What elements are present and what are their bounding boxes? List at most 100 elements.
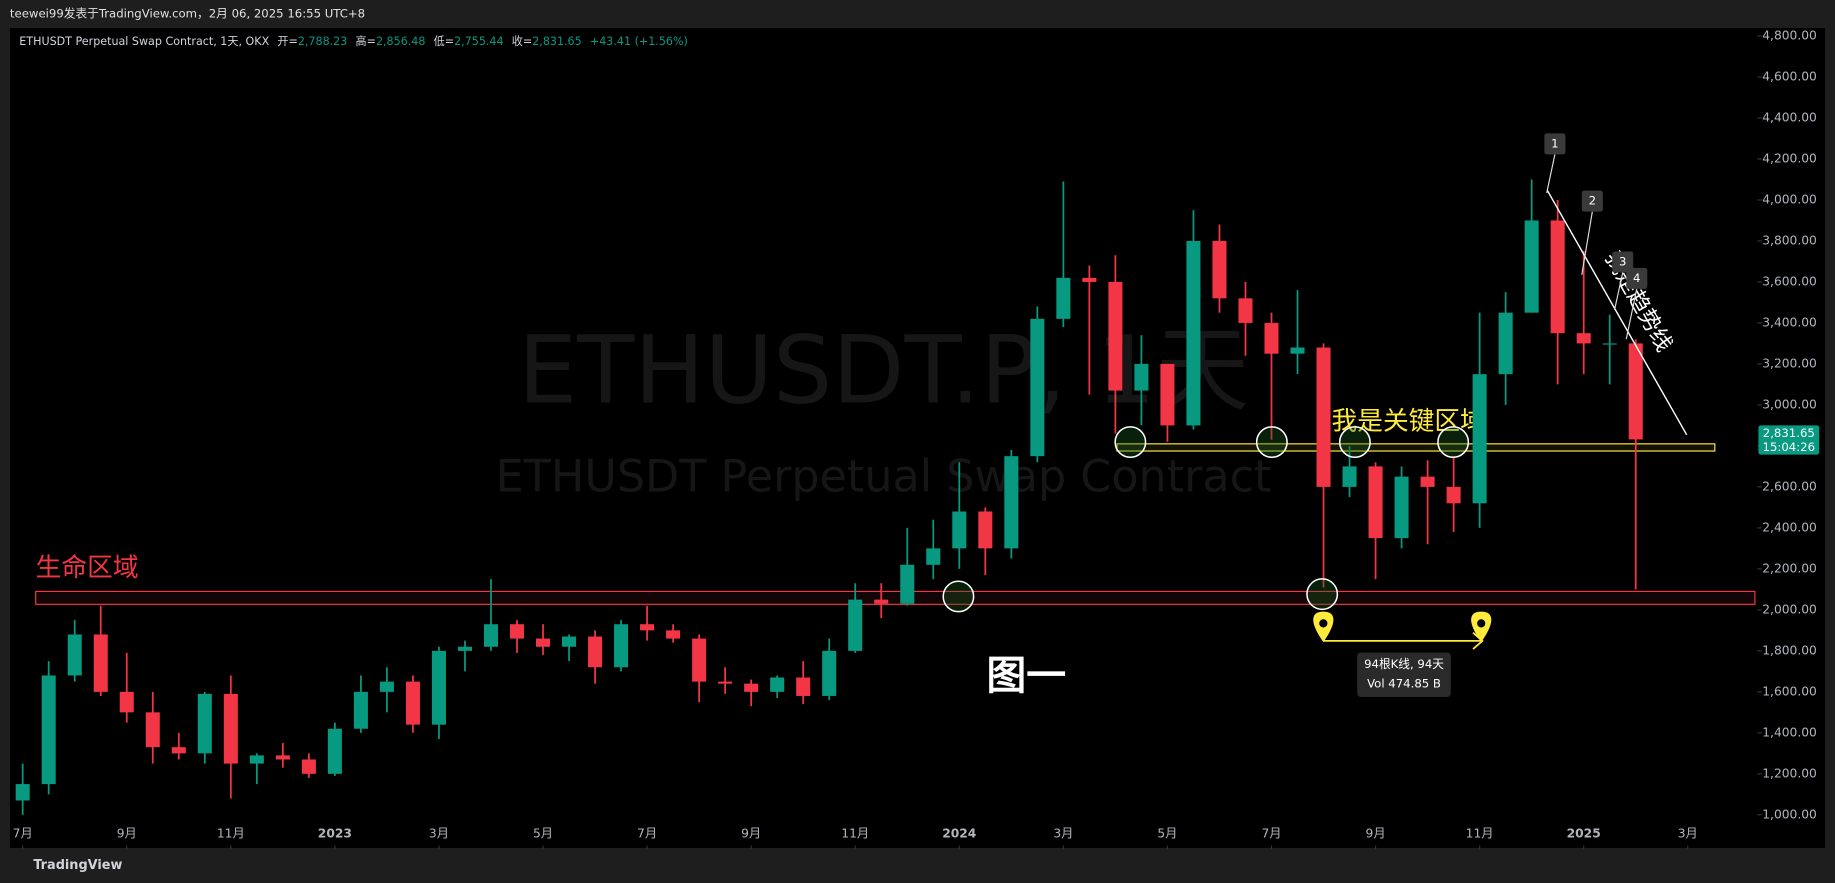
candle-body [796, 677, 811, 696]
x-tick-label: 3月 [1678, 826, 1698, 840]
candle-body [1628, 343, 1643, 440]
measure-arrow [1472, 632, 1484, 650]
close: 2,831.65 [532, 35, 581, 48]
low: 2,755.44 [454, 35, 503, 48]
candle-body [223, 693, 238, 764]
high: 2,856.48 [376, 35, 425, 48]
x-tick-label: 11月 [1466, 826, 1494, 840]
y-tick-label: 4,600.00 [1762, 69, 1817, 83]
candle-body [93, 634, 108, 692]
candle-body [874, 599, 889, 604]
marker-label: 3 [1619, 254, 1626, 268]
candle-body [1342, 466, 1357, 487]
x-tick-label: 5月 [1157, 826, 1177, 840]
zone [1116, 443, 1716, 452]
y-tick-label: 4,000.00 [1762, 192, 1817, 206]
marker-line [1581, 211, 1593, 275]
countdown: 15:04:26 [1763, 440, 1816, 454]
candle-body [1056, 277, 1071, 319]
candle-body [1134, 363, 1149, 391]
y-tick-label: 2,200.00 [1762, 561, 1817, 575]
y-tick-label: 3,400.00 [1762, 315, 1817, 329]
candle-body [1420, 476, 1435, 487]
candle-body [1316, 347, 1331, 487]
y-tick-label: 4,800.00 [1762, 28, 1817, 42]
candle-body [457, 646, 472, 651]
x-tick-label: 7月 [13, 826, 33, 840]
candle-body [770, 677, 785, 692]
candle-body [1082, 277, 1097, 282]
highlight-circle [942, 580, 975, 613]
low-label: 低= [434, 35, 454, 48]
candle-body [1446, 486, 1461, 504]
candle-body [67, 634, 82, 676]
candle-body [536, 638, 551, 647]
measure-box [1357, 652, 1451, 698]
candle-body [1498, 312, 1513, 375]
top-bar: teewei99发表于TradingView.com，2月 06, 2025 1… [10, 7, 365, 21]
y-tick-label: 3,600.00 [1762, 274, 1817, 288]
candle-body [171, 747, 186, 754]
x-tick-label: 11月 [841, 826, 869, 840]
marker-line [1625, 288, 1638, 340]
candle-body [1264, 322, 1279, 354]
candle-body [744, 683, 759, 692]
candle-body [301, 759, 316, 774]
y-tick-label: 4,400.00 [1762, 110, 1817, 124]
marker-line [1613, 272, 1624, 311]
candle-body [1394, 476, 1409, 539]
marker-label: 4 [1633, 271, 1640, 285]
watermark-sub: ETHUSDT Perpetual Swap Contract [496, 452, 1272, 503]
watermark: ETHUSDT.P, 1天 [518, 316, 1249, 425]
candle-body [848, 599, 863, 651]
candle-body [483, 624, 499, 647]
y-tick-label: 3,200.00 [1762, 356, 1817, 370]
x-tick-label: 3月 [1053, 826, 1073, 840]
y-tick-label: 1,600.00 [1762, 684, 1817, 698]
x-tick-label: 9月 [741, 826, 761, 840]
candle-body [1212, 240, 1227, 299]
candle-body [405, 681, 420, 725]
x-tick-label: 11月 [217, 826, 245, 840]
highlight-circle [1114, 426, 1147, 459]
marker-box [1544, 133, 1566, 155]
y-tick-label: 1,800.00 [1762, 643, 1817, 657]
y-tick-label: 2,400.00 [1762, 520, 1817, 534]
marker-box [1581, 190, 1603, 212]
candle-body [718, 681, 733, 684]
price-label-box [1758, 425, 1820, 455]
candle-body [822, 650, 837, 696]
candle-body [41, 675, 56, 785]
zone [35, 590, 1756, 605]
measure-volume: Vol 474.85 B [1367, 677, 1441, 691]
x-tick-label: 2023 [318, 826, 352, 840]
marker-box [1612, 251, 1634, 273]
y-tick-label: 3,000.00 [1762, 397, 1817, 411]
footer-logo: TradingView [33, 858, 122, 873]
candle-body [692, 638, 707, 682]
candle-body [1238, 298, 1253, 323]
x-tick-label: 2024 [942, 826, 976, 840]
x-tick-label: 7月 [1261, 826, 1281, 840]
symbol: ETHUSDT Perpetual Swap Contract, 1天, OKX [19, 35, 269, 48]
candle-body [1160, 363, 1175, 426]
chart-area [9, 28, 1826, 848]
x-tick-label: 3月 [429, 826, 449, 840]
candle-body [15, 784, 30, 801]
candle-body [614, 624, 629, 668]
candle-body [1576, 333, 1591, 344]
candle-body [1108, 281, 1123, 391]
candle-body [145, 712, 160, 748]
candle-body [327, 728, 342, 774]
y-tick-label: 4,200.00 [1762, 151, 1817, 165]
candle-body [1004, 456, 1019, 549]
candle-body [666, 630, 681, 639]
high-label: 高= [356, 34, 376, 48]
zone-label: 我是关键区域 [1332, 407, 1486, 437]
x-tick-label: 9月 [1366, 826, 1386, 840]
x-tick-label: 7月 [637, 826, 657, 840]
open-label: 开= [277, 35, 297, 48]
candle-body [1550, 220, 1565, 334]
candle-body [952, 511, 967, 549]
